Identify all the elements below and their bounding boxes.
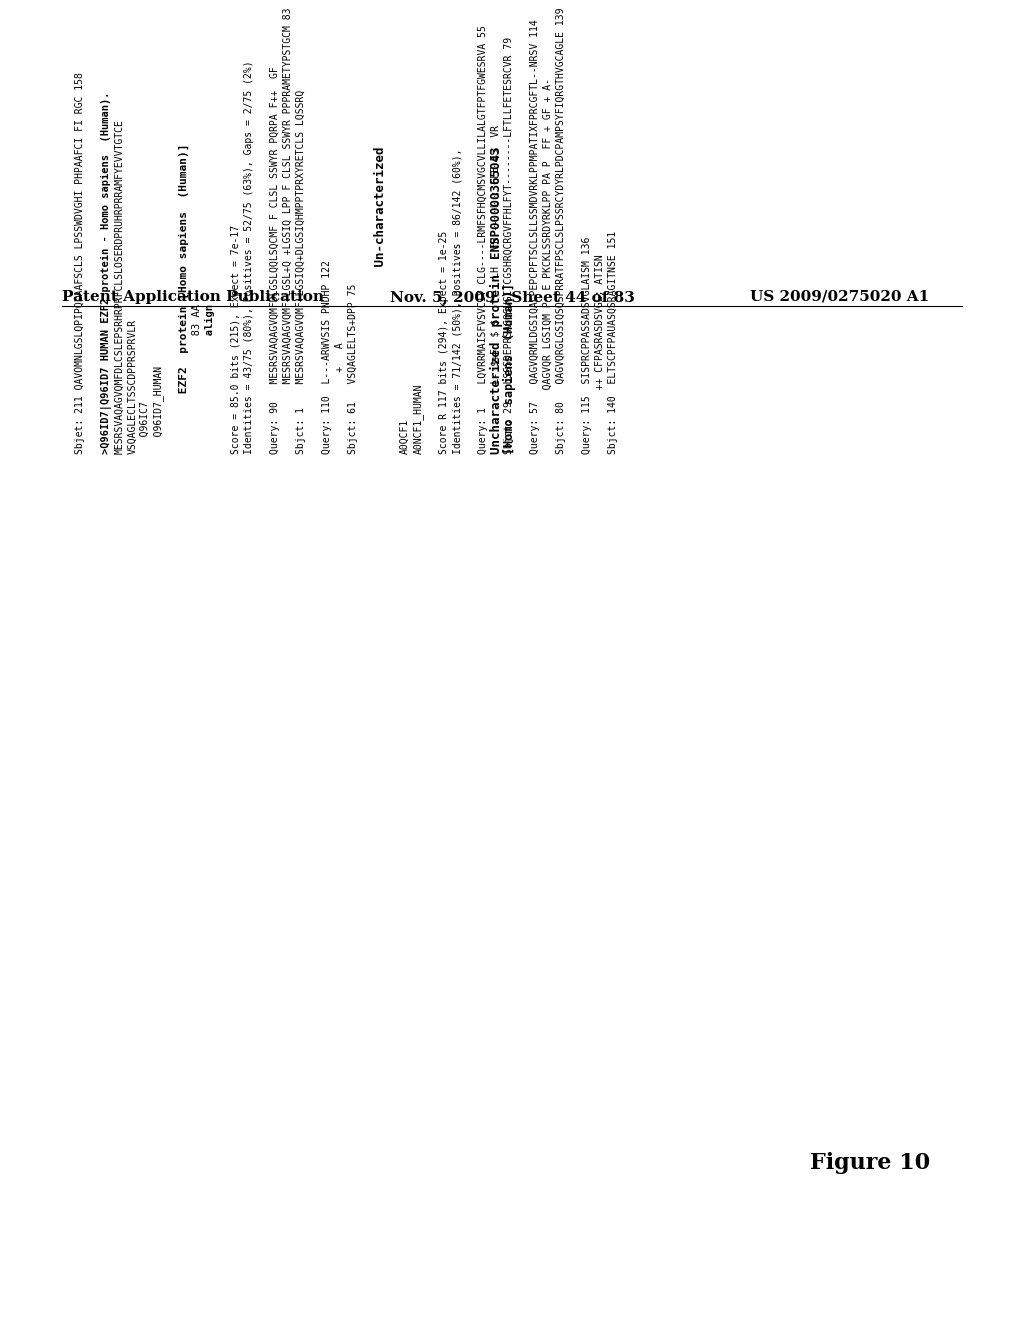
Text: +   A: + A <box>335 342 345 454</box>
Text: VSQAGLECLTSSCDPPRSPRVLR: VSQAGLECLTSSCDPPRSPRVLR <box>127 319 137 454</box>
Text: Sbjct: 80   QAGVQRGLGSIQSQSPRRATFPSCLSLPSSRCYDYRLPDCPAMPSYFIQRGTHVGCAGLE 139: Sbjct: 80 QAGVQRGLGSIQSQSPRRATFPSCLSLPSS… <box>556 8 566 454</box>
Text: Query: 57   QAGVQRMLDGSIQALPEPCPFTSCLSLLSSMDVRKLPPMPATIXFPRCGFTL--NRSV 114: Query: 57 QAGVQRMLDGSIQALPEPCPFTSCLSLLSS… <box>530 20 540 454</box>
Text: EZF2  protein [Homo sapiens  (Human)]: EZF2 protein [Homo sapiens (Human)] <box>179 144 189 454</box>
Text: >Q96ID7|Q96ID7 HUMAN EZF2 protein - Homo sapiens  (Human).: >Q96ID7|Q96ID7 HUMAN EZF2 protein - Homo… <box>101 91 112 454</box>
Text: Query: 1    LQVRRMAISFVSVCIY CLG----LRMFSFHQCMSVGCVLLILALGTFPTFGWESRVA 55: Query: 1 LQVRRMAISFVSVCIY CLG----LRMFSFH… <box>478 25 488 454</box>
Text: Patent Application Publication: Patent Application Publication <box>62 290 324 304</box>
Text: Sbjct: 29   LSSSDEPRSASQSVGITCGSHRQCRGVFFHLFYT--------LFTLLFETESRCVR 79: Sbjct: 29 LSSSDEPRSASQSVGITCGSHRQCRGVFFH… <box>504 37 514 454</box>
Text: Q96IC7: Q96IC7 <box>140 401 150 454</box>
Text: Sbjct: 140  ELTSCPFPAUASQSRAGITNSE 151: Sbjct: 140 ELTSCPFPAUASQSRAGITNSE 151 <box>608 231 618 454</box>
Text: [Homo  sapiens  (Human)]: [Homo sapiens (Human)] <box>503 282 516 454</box>
Text: Q96ID7_HUMAN: Q96ID7_HUMAN <box>153 366 164 454</box>
Text: Score = 85.0 bits (215), Expect = 7e-17: Score = 85.0 bits (215), Expect = 7e-17 <box>231 224 241 454</box>
Text: Score R 117 bits (294), Expect = 1e-25: Score R 117 bits (294), Expect = 1e-25 <box>439 231 449 454</box>
Text: Query: 115  SISPRCPPASSADSVGLAISM 136: Query: 115 SISPRCPPASSADSVGLAISM 136 <box>582 236 592 454</box>
Text: Query: 110  L---ARWVSIS PNDHP 122: Query: 110 L---ARWVSIS PNDHP 122 <box>322 260 332 454</box>
Text: Identities = 43/75 (80%), Positives = 52/75 (63%), Gaps = 2/75 (2%): Identities = 43/75 (80%), Positives = 52… <box>244 61 254 454</box>
Text: L- $+F  $ $       LH ; FH --  L ; FFE ES  VR: L- $+F $ $ LH ; FH -- L ; FFE ES VR <box>490 125 501 454</box>
Text: Sbjct: 61   VSQAGLELTS+DPP 75: Sbjct: 61 VSQAGLELTS+DPP 75 <box>348 284 358 454</box>
Text: Nov. 5, 2009   Sheet 44 of 83: Nov. 5, 2009 Sheet 44 of 83 <box>390 290 635 304</box>
Text: Uncharacterized  protein  ENSP00000365043: Uncharacterized protein ENSP00000365043 <box>490 147 503 454</box>
Text: Sbjct: 1    MESRSVAQAGVQMF+LGSIQQ+DLGSIQHMPPTPRXYRETCLS LQSSRQ: Sbjct: 1 MESRSVAQAGVQMF+LGSIQQ+DLGSIQHMP… <box>296 90 306 454</box>
Text: US 2009/0275020 A1: US 2009/0275020 A1 <box>750 290 929 304</box>
Text: Figure 10: Figure 10 <box>810 1151 930 1173</box>
Text: A0NCF1_HUMAN: A0NCF1_HUMAN <box>413 384 424 454</box>
Text: align: align <box>205 304 215 454</box>
Text: 83 AA: 83 AA <box>193 304 202 454</box>
Text: A0QCF1: A0QCF1 <box>400 418 410 454</box>
Text: Un-characterized: Un-characterized <box>374 147 387 454</box>
Text: QAGVQR LGSIQM P  E PKCKLSSRDYRKLPP PA P  FF + GF + A-: QAGVQR LGSIQM P E PKCKLSSRDYRKLPP PA P F… <box>543 78 553 454</box>
Text: Query: 90   MESRSVAQAGVQMFDLGSLQQLSQCMF F CLSL SSWYR PQRPA F++  GF: Query: 90 MESRSVAQAGVQMFDLGSLQQLSQCMF F … <box>270 66 280 454</box>
Text: MESRSVAQAGVQMF+LGSL+Q +LGSIQ LPP F CLSL SSWYR PPPRAMETYPSTGCM 83: MESRSVAQAGVQMF+LGSL+Q +LGSIQ LPP F CLSL … <box>283 8 293 454</box>
Text: Sbjet: 211 QAVOMNLGSLQPIPQLAAFSCLS LPSSWDVGHI PHPAAFCI FI RGC 158: Sbjet: 211 QAVOMNLGSLQPIPQLAAFSCLS LPSSW… <box>75 73 85 454</box>
Text: MESRSVAQAGVQMFDLCSLEPSRHRPRFCLSLOSERDPRUHRPRRAMFYEVVTGTCE: MESRSVAQAGVQMFDLCSLEPSRHRPRFCLSLOSERDPRU… <box>114 119 124 454</box>
Text: Identities = 71/142 (50%), Positives = 86/142 (60%),: Identities = 71/142 (50%), Positives = 8… <box>452 149 462 454</box>
Text: ++ CFPASRASDSVGL; ATISN: ++ CFPASRASDSVGL; ATISN <box>595 255 605 454</box>
